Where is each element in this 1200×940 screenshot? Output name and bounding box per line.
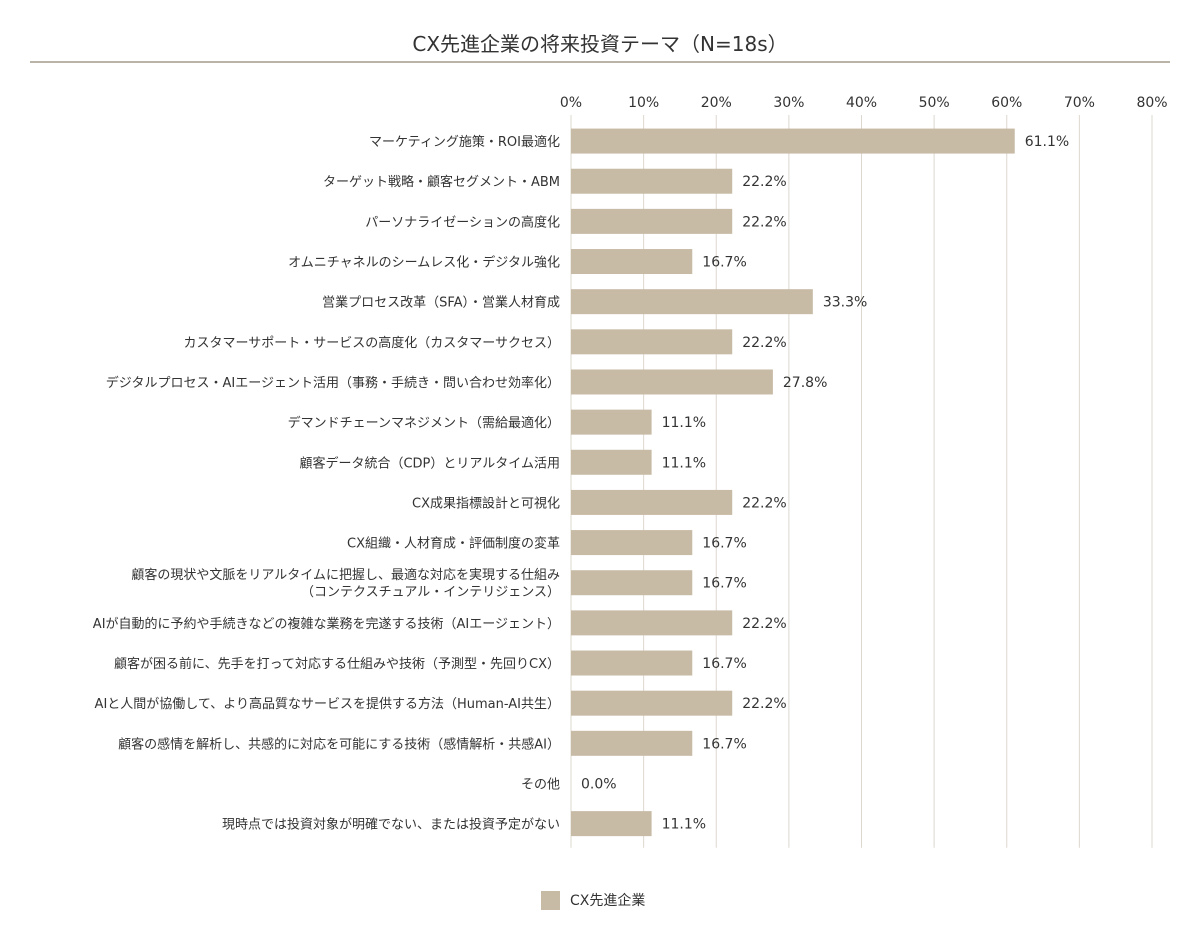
bar bbox=[571, 530, 693, 556]
category-label: 顧客の現状や文脈をリアルタイムに把握し、最適な対応を実現する仕組み bbox=[131, 567, 560, 583]
x-tick-label: 80% bbox=[1136, 95, 1167, 111]
value-labels: 61.1% 22.2% 22.2% 16.7% 33.3% 22.2% 27.8% 11.1%… bbox=[581, 134, 1069, 833]
bar bbox=[571, 690, 733, 716]
category-label: オムニチャネルのシームレス化・デジタル強化 bbox=[288, 255, 560, 271]
value-label: 16.7% bbox=[702, 656, 746, 672]
bar bbox=[571, 369, 773, 395]
x-tick-label: 50% bbox=[919, 95, 950, 111]
category-label: マーケティング施策・ROI最適化 bbox=[369, 134, 560, 150]
category-label: CX成果指標設計と可視化 bbox=[412, 495, 560, 511]
value-label: 16.7% bbox=[702, 536, 746, 552]
legend-label: CX先進企業 bbox=[570, 892, 645, 909]
value-label: 16.7% bbox=[702, 576, 746, 592]
bars bbox=[571, 128, 1015, 837]
x-tick-label: 30% bbox=[773, 95, 804, 111]
value-label: 22.2% bbox=[742, 495, 786, 511]
bar bbox=[571, 610, 733, 636]
category-label: その他 bbox=[521, 777, 560, 792]
category-label: ターゲット戦略・顧客セグメント・ABM bbox=[323, 174, 560, 190]
value-label: 0.0% bbox=[581, 776, 617, 792]
x-tick-label: 40% bbox=[846, 95, 877, 111]
x-tick-label: 20% bbox=[701, 95, 732, 111]
category-label: デマンドチェーンマネジメント（需給最適化） bbox=[288, 415, 560, 431]
bar bbox=[571, 811, 652, 837]
bar bbox=[571, 489, 733, 515]
bar bbox=[571, 168, 733, 194]
category-label: （コンテクスチュアル・インテリジェンス） bbox=[301, 585, 560, 600]
category-label: 顧客が困る前に、先手を打って対応する仕組みや技術（予測型・先回りCX） bbox=[114, 656, 560, 672]
bar bbox=[571, 409, 652, 435]
bar bbox=[571, 128, 1015, 154]
value-label: 22.2% bbox=[742, 174, 786, 190]
x-tick-label: 70% bbox=[1064, 95, 1095, 111]
category-label: 顧客の感情を解析し、共感的に対応を可能にする技術（感情解析・共感AI） bbox=[118, 736, 560, 752]
value-label: 11.1% bbox=[662, 415, 706, 431]
category-label: AIと人間が協働して、より高品質なサービスを提供する方法（Human-AI共生） bbox=[95, 696, 560, 712]
value-label: 22.2% bbox=[742, 214, 786, 230]
category-label: CX組織・人材育成・評価制度の変革 bbox=[347, 536, 560, 552]
value-label: 16.7% bbox=[702, 255, 746, 271]
x-axis-ticks: 0% 10% 20% 30% 40% 50% 60% 70% 80% bbox=[560, 95, 1168, 111]
gridlines bbox=[570, 115, 1153, 848]
category-label: 営業プロセス改革（SFA）・営業人材育成 bbox=[322, 295, 560, 311]
value-label: 27.8% bbox=[783, 375, 827, 391]
bar bbox=[571, 249, 693, 275]
x-tick-label: 60% bbox=[991, 95, 1022, 111]
category-label: デジタルプロセス・AIエージェント活用（事務・手続き・問い合わせ効率化） bbox=[106, 375, 560, 391]
bar bbox=[571, 570, 693, 596]
x-tick-label: 0% bbox=[560, 95, 582, 111]
chart-title: CX先進企業の将来投資テーマ（N=18s） bbox=[412, 32, 787, 56]
legend: CX先進企業 bbox=[541, 891, 645, 910]
bar bbox=[571, 329, 733, 355]
bar bbox=[571, 289, 813, 315]
value-label: 61.1% bbox=[1025, 134, 1069, 150]
value-label: 11.1% bbox=[662, 817, 706, 833]
bar bbox=[571, 730, 693, 756]
bar bbox=[571, 449, 652, 475]
value-label: 22.2% bbox=[742, 696, 786, 712]
category-label: カスタマーサポート・サービスの高度化（カスタマーサクセス） bbox=[184, 335, 560, 351]
category-label: パーソナライゼーションの高度化 bbox=[365, 214, 560, 230]
value-label: 22.2% bbox=[742, 616, 786, 632]
value-label: 11.1% bbox=[662, 455, 706, 471]
value-label: 22.2% bbox=[742, 335, 786, 351]
value-label: 16.7% bbox=[702, 736, 746, 752]
x-tick-label: 10% bbox=[628, 95, 659, 111]
bar bbox=[571, 208, 733, 234]
legend-swatch bbox=[541, 891, 560, 910]
category-label: 顧客データ統合（CDP）とリアルタイム活用 bbox=[299, 455, 560, 471]
value-label: 33.3% bbox=[823, 295, 867, 311]
category-label: AIが自動的に予約や手続きなどの複雑な業務を完遂する技術（AIエージェント） bbox=[93, 616, 560, 632]
bar bbox=[571, 650, 693, 676]
category-label: 現時点では投資対象が明確でない、または投資予定がない bbox=[222, 817, 560, 833]
